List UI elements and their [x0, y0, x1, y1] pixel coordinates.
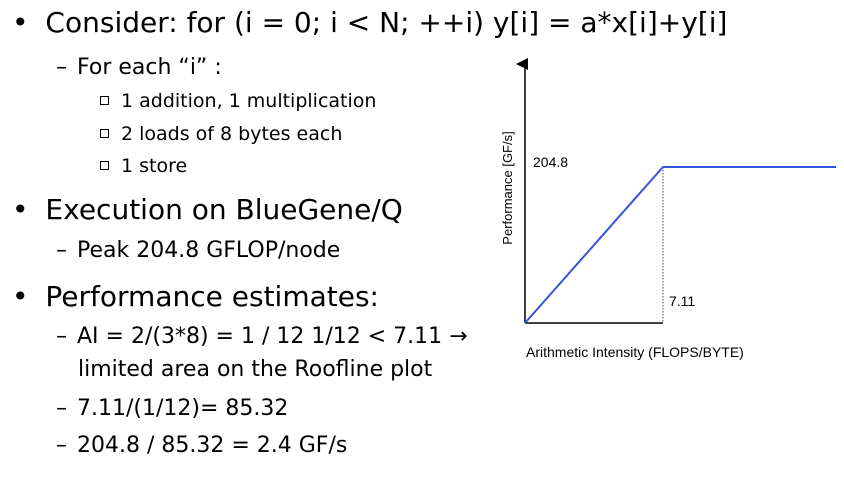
item-store: 1 store [100, 155, 187, 177]
dash-marker: – [56, 433, 67, 458]
sub-ai-continued: limited area on the Roofline plot [78, 357, 432, 382]
peak-label: 204.8 [533, 154, 568, 170]
item-loads: 2 loads of 8 bytes each [100, 123, 342, 145]
bullet-marker: • [12, 193, 29, 226]
sub-ai-text: AI = 2/(3*8) = 1 / 12 1/12 < 7.11 → [77, 324, 468, 349]
bullet-estimates: • Performance estimates: [12, 280, 379, 313]
dash-marker: – [56, 55, 67, 80]
square-bullet-icon [100, 129, 109, 138]
item-addition: 1 addition, 1 multiplication [100, 90, 376, 112]
item-loads-text: 2 loads of 8 bytes each [121, 123, 343, 145]
ridge-label: 7.11 [669, 293, 695, 309]
y-axis-label: Performance [GF/s] [500, 131, 515, 244]
sub-ai: – AI = 2/(3*8) = 1 / 12 1/12 < 7.11 → [56, 324, 468, 349]
square-bullet-icon [100, 161, 109, 170]
roofline-series-line [524, 166, 836, 324]
bullet-execution-text: Execution on BlueGene/Q [45, 193, 403, 226]
sub-peak-text: Peak 204.8 GFLOP/node [77, 238, 341, 263]
x-axis-label: Arithmetic Intensity (FLOPS/BYTE) [526, 344, 744, 360]
sub-for-each: – For each “i” : [56, 55, 222, 80]
dash-marker: – [56, 324, 67, 349]
square-bullet-icon [100, 96, 109, 105]
bullet-consider: • Consider: for (i = 0; i < N; ++i) y[i]… [12, 6, 727, 39]
sub-for-each-text: For each “i” : [77, 55, 222, 80]
item-store-text: 1 store [121, 155, 188, 177]
bullet-estimates-text: Performance estimates: [45, 280, 379, 313]
dash-marker: – [56, 238, 67, 263]
sub-result-text: 204.8 / 85.32 = 2.4 GF/s [77, 433, 348, 458]
sub-ratio: –7.11/(1/12)= 85.32 [56, 396, 288, 421]
dash-marker: – [56, 396, 67, 421]
sub-peak: – Peak 204.8 GFLOP/node [56, 238, 340, 263]
bullet-execution: • Execution on BlueGene/Q [12, 193, 403, 226]
sub-ai-continued-text: limited area on the Roofline plot [78, 357, 433, 382]
bullet-marker: • [12, 280, 29, 313]
bullet-marker: • [12, 6, 29, 39]
sub-result: –204.8 / 85.32 = 2.4 GF/s [56, 433, 347, 458]
bullet-consider-text: Consider: for (i = 0; i < N; ++i) y[i] =… [45, 6, 728, 39]
sub-ratio-text: 7.11/(1/12)= 85.32 [77, 396, 289, 421]
item-addition-text: 1 addition, 1 multiplication [121, 90, 377, 112]
